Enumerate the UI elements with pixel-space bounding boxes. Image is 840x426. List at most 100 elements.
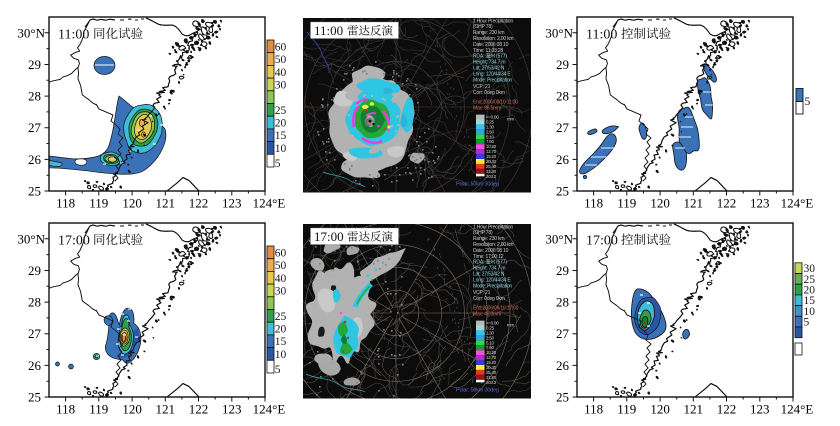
svg-text:28: 28 <box>556 89 569 104</box>
svg-text:5: 5 <box>804 317 810 329</box>
svg-text:30: 30 <box>804 263 816 275</box>
svg-text:5.10: 5.10 <box>486 340 495 345</box>
svg-text:25: 25 <box>28 390 41 405</box>
svg-text:2.50: 2.50 <box>486 129 495 134</box>
svg-text:Polar: 50km 30deg: Polar: 50km 30deg <box>456 388 499 394</box>
svg-text:Corr: 0deg 0km: Corr: 0deg 0km <box>473 296 505 302</box>
svg-text:Height: 734.7 m: Height: 734.7 m <box>473 60 505 66</box>
svg-text:7.60: 7.60 <box>486 139 495 144</box>
svg-text:25: 25 <box>275 311 287 323</box>
svg-text:20.30: 20.30 <box>486 159 497 164</box>
svg-text:End:2006/08/10 11:00: End:2006/08/10 11:00 <box>473 99 518 105</box>
svg-text:5: 5 <box>805 96 811 108</box>
svg-text:122: 122 <box>717 196 737 211</box>
svg-text:29: 29 <box>28 57 41 72</box>
svg-text:0.25: 0.25 <box>486 120 495 125</box>
svg-text:RDA: 温州 (577): RDA: 温州 (577) <box>473 53 507 60</box>
svg-text:26: 26 <box>28 152 42 167</box>
svg-text:119: 119 <box>89 402 108 417</box>
svg-text:15: 15 <box>804 295 816 307</box>
svg-text:Long: 120/44/34 E: Long: 120/44/34 E <box>473 71 511 77</box>
svg-text:17:00: 17:00 <box>586 234 618 249</box>
svg-text:25: 25 <box>556 184 569 199</box>
svg-text:123: 123 <box>222 196 242 211</box>
svg-text:10.20: 10.20 <box>486 350 497 355</box>
svg-text:60: 60 <box>275 247 287 259</box>
svg-text:124°E: 124°E <box>781 196 814 211</box>
svg-text:25: 25 <box>556 390 569 405</box>
svg-text:VCP: 21: VCP: 21 <box>473 84 491 90</box>
svg-text:30: 30 <box>275 286 287 298</box>
svg-text:(OHP 78): (OHP 78) <box>473 24 493 30</box>
svg-text:30°N: 30°N <box>545 25 573 40</box>
svg-text:29: 29 <box>556 57 569 72</box>
svg-text:7.60: 7.60 <box>486 345 495 350</box>
svg-text:30: 30 <box>275 79 287 91</box>
svg-text:RDA: 温州 (577): RDA: 温州 (577) <box>473 259 507 266</box>
svg-text:31.80: 31.80 <box>486 375 497 380</box>
svg-text:30°N: 30°N <box>17 231 45 246</box>
svg-text:mm: mm <box>507 323 514 328</box>
svg-text:2.50: 2.50 <box>486 335 495 340</box>
svg-text:1.30: 1.30 <box>486 125 495 130</box>
svg-text:12.70: 12.70 <box>486 355 497 360</box>
svg-text:1.30: 1.30 <box>486 331 495 336</box>
svg-text:10.20: 10.20 <box>486 144 497 149</box>
svg-text:27: 27 <box>556 326 570 341</box>
svg-text:122: 122 <box>189 402 209 417</box>
svg-text:10: 10 <box>275 349 287 361</box>
svg-text:119: 119 <box>89 196 108 211</box>
svg-text:118: 118 <box>584 196 603 211</box>
svg-text:123: 123 <box>750 402 770 417</box>
svg-text:28: 28 <box>28 295 41 310</box>
svg-text:120: 120 <box>650 196 670 211</box>
svg-text:10: 10 <box>275 143 287 155</box>
svg-text:26: 26 <box>28 358 42 373</box>
svg-text:118: 118 <box>56 402 75 417</box>
svg-text:Height: 734.7 m: Height: 734.7 m <box>473 266 505 272</box>
svg-text:28: 28 <box>28 89 41 104</box>
svg-text:122: 122 <box>189 196 209 211</box>
svg-text:5.10: 5.10 <box>486 134 495 139</box>
svg-text:1 Hour Precipitation: 1 Hour Precipitation <box>473 224 513 230</box>
svg-text:Date: 2006 08 10: Date: 2006 08 10 <box>473 248 509 254</box>
svg-text:120: 120 <box>122 196 142 211</box>
svg-text:119: 119 <box>617 402 636 417</box>
svg-text:Range: 230 km: Range: 230 km <box>473 236 504 242</box>
svg-text:1 Hour Precipitation: 1 Hour Precipitation <box>473 18 513 24</box>
svg-text:25.40: 25.40 <box>486 370 497 375</box>
svg-text:121: 121 <box>156 196 176 211</box>
svg-text:27: 27 <box>28 326 42 341</box>
svg-text:Long: 120/44/34 E: Long: 120/44/34 E <box>473 277 511 283</box>
svg-text:123: 123 <box>750 196 770 211</box>
svg-text:121: 121 <box>156 402 176 417</box>
svg-text:119: 119 <box>617 196 636 211</box>
svg-text:122: 122 <box>717 402 737 417</box>
svg-text:Resolution: 2.00 km: Resolution: 2.00 km <box>473 36 513 42</box>
svg-text:203.2: 203.2 <box>486 380 497 385</box>
svg-text:Mode: Precipitation: Mode: Precipitation <box>473 77 512 83</box>
svg-text:Mode: Precipitation: Mode: Precipitation <box>473 283 512 289</box>
svg-text:29: 29 <box>28 263 41 278</box>
svg-text:123: 123 <box>222 402 242 417</box>
svg-text:Time: 17:00:12: Time: 17:00:12 <box>473 254 504 260</box>
svg-text:40: 40 <box>275 273 287 285</box>
svg-text:Lat: 27/53/42 N: Lat: 27/53/42 N <box>473 272 505 278</box>
svg-text:11:00: 11:00 <box>58 28 89 43</box>
svg-text:5: 5 <box>275 158 281 170</box>
svg-text:Resolution: 2.00 km: Resolution: 2.00 km <box>473 242 513 248</box>
svg-text:>=0.00: >=0.00 <box>486 115 499 120</box>
svg-text:5: 5 <box>275 364 281 376</box>
svg-text:End:2006/08/10 17:00: End:2006/08/10 17:00 <box>473 305 519 311</box>
svg-text:120: 120 <box>122 402 142 417</box>
svg-text:25.40: 25.40 <box>486 164 497 169</box>
svg-text:30°N: 30°N <box>545 231 573 246</box>
svg-text:VCP: 21: VCP: 21 <box>473 290 491 296</box>
svg-text:203.2: 203.2 <box>486 174 497 179</box>
svg-text:11:00: 11:00 <box>314 23 343 38</box>
svg-text:121: 121 <box>684 196 704 211</box>
svg-text:124°E: 124°E <box>781 402 814 417</box>
svg-text:Max: 96.5mm: Max: 96.5mm <box>473 105 501 111</box>
svg-text:Range: 230 km: Range: 230 km <box>473 30 504 36</box>
svg-text:30°N: 30°N <box>17 25 45 40</box>
